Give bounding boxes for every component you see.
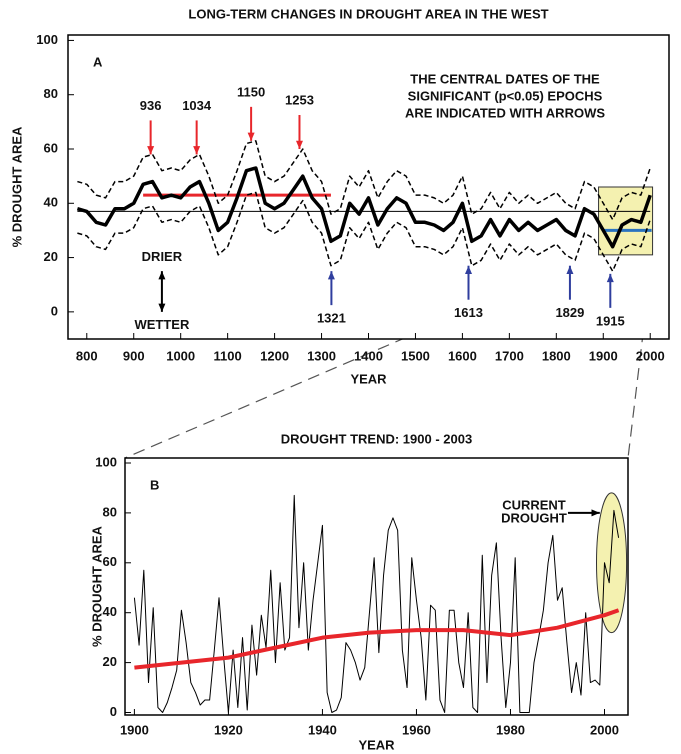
x-tick-label: 1000 bbox=[166, 348, 195, 363]
series-line bbox=[133, 494, 620, 713]
x-tick-label: 1700 bbox=[495, 348, 524, 363]
y-tick-label: 40 bbox=[103, 604, 117, 619]
epoch-label: 1321 bbox=[317, 311, 346, 326]
highlight-ellipse bbox=[596, 492, 628, 634]
y-axis-label: % DROUGHT AREA bbox=[89, 525, 104, 646]
x-tick-label: 900 bbox=[123, 348, 145, 363]
epoch-arrow-head bbox=[247, 132, 255, 141]
y-tick-label: 80 bbox=[44, 86, 58, 101]
x-tick-label: 1960 bbox=[402, 722, 431, 737]
y-axis-label: % DROUGHT AREA bbox=[9, 126, 24, 247]
epoch-label: 1613 bbox=[454, 305, 483, 320]
y-tick-label: 60 bbox=[44, 140, 58, 155]
epoch-arrow-head bbox=[327, 271, 335, 280]
series-line bbox=[76, 166, 652, 249]
plot-frame bbox=[124, 457, 629, 716]
panel-label: A bbox=[93, 54, 103, 69]
x-tick-label: 1300 bbox=[307, 348, 336, 363]
x-tick-label: 1940 bbox=[308, 722, 337, 737]
plot-area bbox=[68, 35, 669, 339]
x-tick-label: 1400 bbox=[354, 348, 383, 363]
epoch-label: 1150 bbox=[237, 84, 265, 99]
series-line bbox=[77, 191, 651, 272]
epoch-arrow-head bbox=[606, 273, 614, 283]
x-tick-label: 1800 bbox=[542, 348, 571, 363]
x-tick-label: 1200 bbox=[260, 348, 289, 363]
double-arrow-head bbox=[158, 271, 166, 280]
epoch-arrow-head bbox=[465, 265, 473, 275]
series-line bbox=[77, 140, 651, 221]
chart-title: DROUGHT TREND: 1900 - 2003 bbox=[281, 431, 472, 446]
side-label: DRIER bbox=[142, 249, 183, 264]
highlight-box bbox=[598, 186, 654, 256]
epoch-label: 936 bbox=[140, 98, 162, 113]
x-tick-label: 1980 bbox=[496, 722, 525, 737]
plot-area bbox=[125, 458, 628, 715]
x-tick-label: 800 bbox=[76, 348, 98, 363]
note: THE CENTRAL DATES OF THE bbox=[410, 71, 600, 86]
series-line bbox=[134, 608, 620, 670]
x-tick-label: 1900 bbox=[120, 722, 149, 737]
epoch-label: 1915 bbox=[596, 313, 625, 328]
y-tick-label: 80 bbox=[103, 504, 117, 519]
epoch-arrow-head bbox=[147, 146, 155, 155]
double-arrow-head bbox=[158, 303, 166, 312]
x-tick-label: 2000 bbox=[636, 348, 665, 363]
y-tick-label: 0 bbox=[110, 704, 117, 719]
x-tick-label: 2000 bbox=[590, 722, 619, 737]
x-tick-label: 1920 bbox=[214, 722, 243, 737]
epoch-arrow-head bbox=[295, 140, 303, 149]
epoch-label: 1829 bbox=[555, 305, 584, 320]
annotation: CURRENT bbox=[502, 497, 566, 512]
note: SIGNIFICANT (p<0.05) EPOCHS bbox=[408, 88, 603, 103]
panel-label: B bbox=[150, 477, 159, 492]
epoch-arrow-head bbox=[193, 146, 201, 155]
x-axis-label: YEAR bbox=[350, 371, 387, 386]
annotation: DROUGHT bbox=[501, 510, 567, 525]
epoch-label: 1253 bbox=[285, 92, 314, 107]
epoch-label: 1034 bbox=[182, 98, 212, 113]
epoch-arrow-head bbox=[566, 265, 574, 275]
x-axis-label: YEAR bbox=[358, 737, 395, 752]
y-tick-label: 20 bbox=[44, 249, 58, 264]
y-tick-label: 0 bbox=[51, 303, 58, 318]
y-tick-label: 60 bbox=[103, 554, 117, 569]
y-tick-label: 20 bbox=[103, 654, 117, 669]
x-tick-label: 1600 bbox=[448, 348, 477, 363]
x-tick-label: 1900 bbox=[589, 348, 618, 363]
chart-title: LONG-TERM CHANGES IN DROUGHT AREA IN THE… bbox=[188, 6, 548, 21]
y-tick-label: 100 bbox=[95, 454, 117, 469]
y-tick-label: 40 bbox=[44, 195, 58, 210]
side-label: WETTER bbox=[134, 317, 189, 332]
connector bbox=[627, 254, 654, 459]
note: ARE INDICATED WITH ARROWS bbox=[405, 105, 605, 120]
annotation-arrow-head bbox=[591, 509, 600, 517]
y-tick-label: 100 bbox=[36, 32, 58, 47]
x-tick-label: 1500 bbox=[401, 348, 430, 363]
x-tick-label: 1100 bbox=[214, 348, 242, 363]
